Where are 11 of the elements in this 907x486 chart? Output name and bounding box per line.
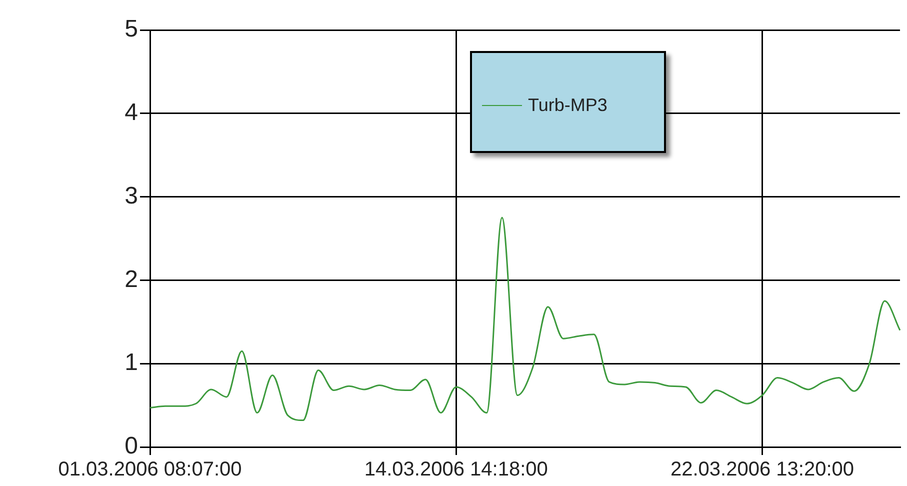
legend-box: Turb-MP3	[470, 51, 666, 153]
x-tick-label: 22.03.2006 13:20:00	[670, 458, 854, 481]
x-tick-label: 01.03.2006 08:07:00	[58, 458, 242, 481]
y-tick-label: 2	[124, 266, 138, 293]
legend-label: Turb-MP3	[528, 95, 608, 116]
y-tick-label: 3	[124, 182, 138, 210]
x-tick-label: 14.03.2006 14:18:00	[364, 458, 548, 481]
y-tick-label: 5	[124, 16, 138, 43]
y-tick-label: 4	[124, 99, 138, 126]
y-tick-label: 0	[124, 432, 138, 460]
y-tick-label: 1	[124, 349, 138, 376]
